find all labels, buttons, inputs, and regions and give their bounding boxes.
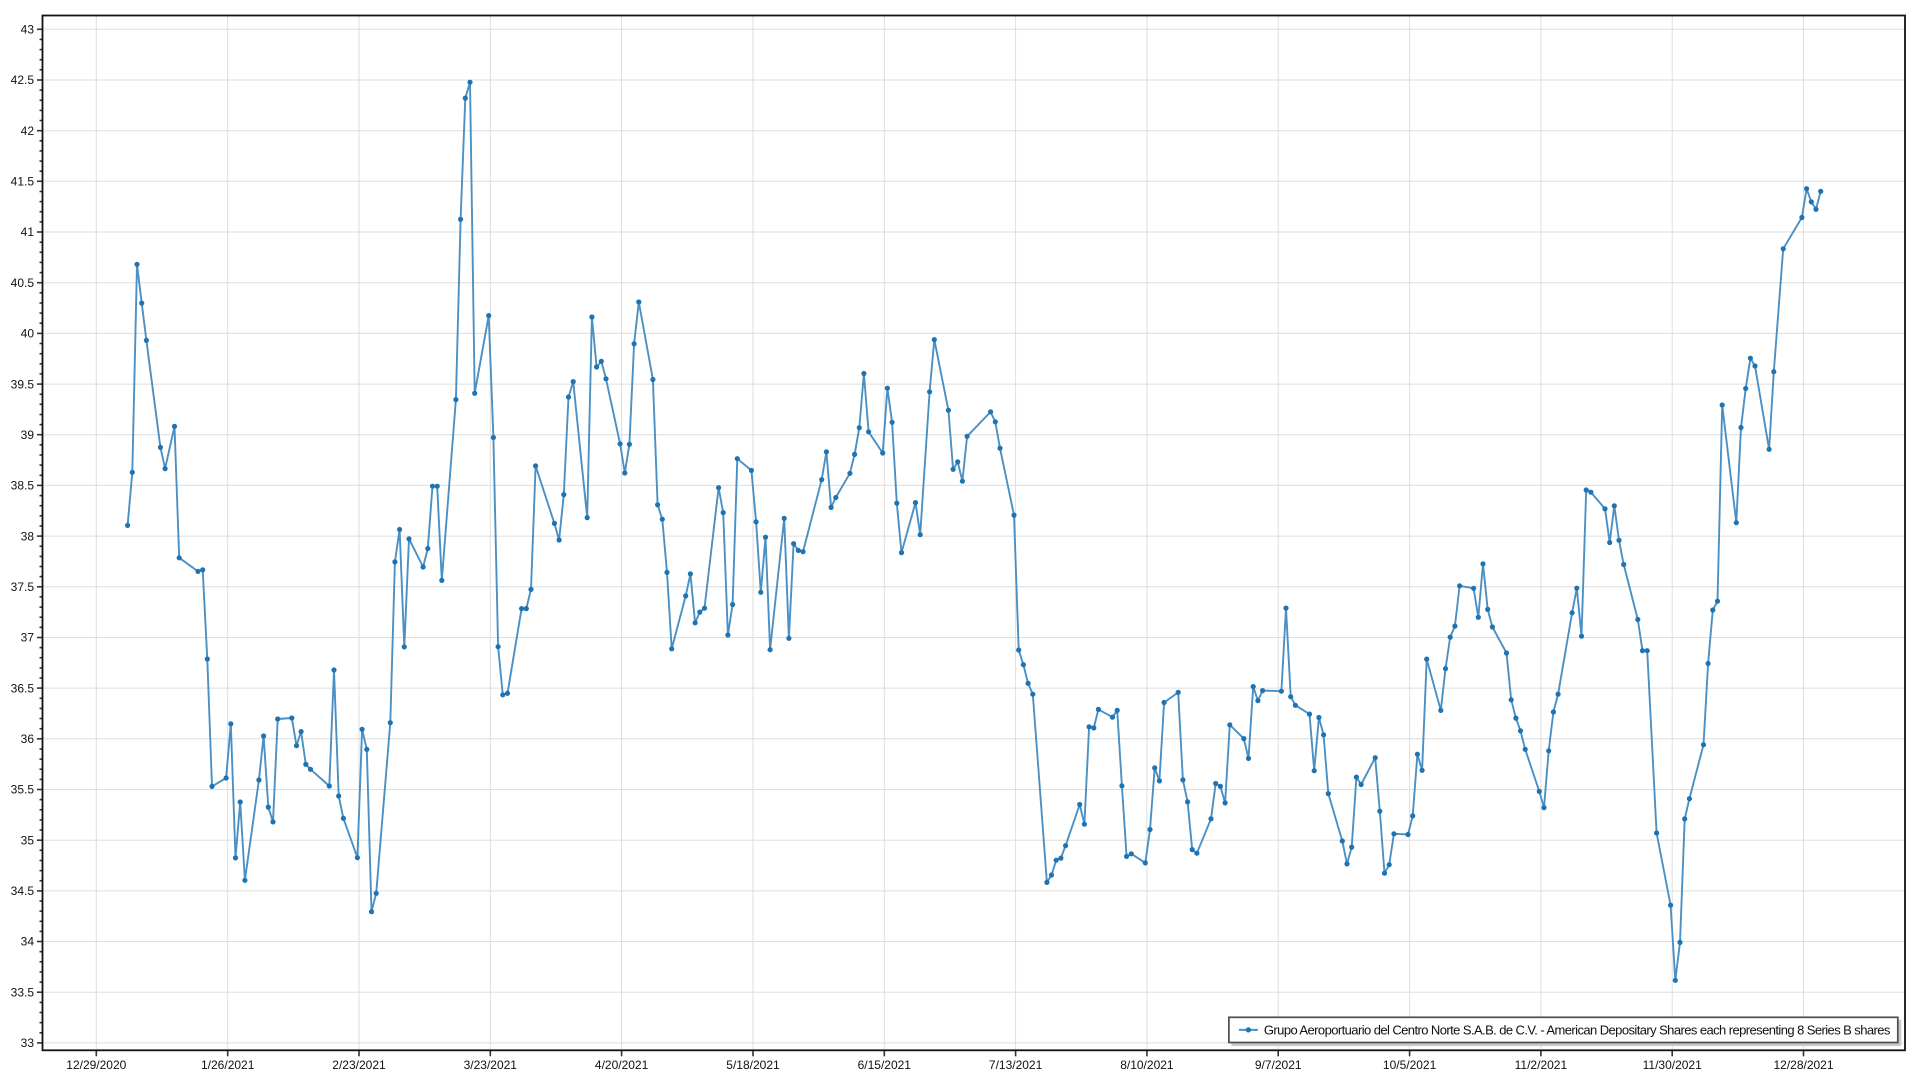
svg-text:39: 39 bbox=[21, 428, 35, 442]
svg-text:5/18/2021: 5/18/2021 bbox=[726, 1058, 780, 1072]
svg-text:34: 34 bbox=[21, 935, 35, 949]
svg-text:6/15/2021: 6/15/2021 bbox=[858, 1058, 912, 1072]
svg-text:42.5: 42.5 bbox=[11, 73, 35, 87]
svg-text:36.5: 36.5 bbox=[11, 681, 35, 695]
svg-text:7/13/2021: 7/13/2021 bbox=[989, 1058, 1043, 1072]
svg-text:34.5: 34.5 bbox=[11, 884, 35, 898]
svg-text:33.5: 33.5 bbox=[11, 985, 35, 999]
svg-text:41: 41 bbox=[21, 225, 35, 239]
svg-text:11/30/2021: 11/30/2021 bbox=[1643, 1058, 1702, 1072]
svg-text:10/5/2021: 10/5/2021 bbox=[1383, 1058, 1437, 1072]
svg-text:12/28/2021: 12/28/2021 bbox=[1773, 1058, 1833, 1072]
svg-text:11/2/2021: 11/2/2021 bbox=[1515, 1058, 1568, 1072]
svg-text:2/23/2021: 2/23/2021 bbox=[332, 1058, 386, 1072]
svg-text:35: 35 bbox=[21, 833, 35, 847]
svg-text:40: 40 bbox=[21, 327, 35, 341]
svg-text:35.5: 35.5 bbox=[11, 783, 35, 797]
svg-text:36: 36 bbox=[21, 732, 35, 746]
svg-text:42: 42 bbox=[21, 124, 35, 138]
svg-text:41.5: 41.5 bbox=[11, 175, 35, 189]
svg-text:9/7/2021: 9/7/2021 bbox=[1255, 1058, 1302, 1072]
svg-text:Grupo Aeroportuario del Centro: Grupo Aeroportuario del Centro Norte S.A… bbox=[1264, 1022, 1891, 1037]
svg-text:43: 43 bbox=[21, 23, 35, 37]
svg-text:38: 38 bbox=[21, 529, 35, 543]
svg-text:12/29/2020: 12/29/2020 bbox=[66, 1058, 126, 1072]
svg-text:38.5: 38.5 bbox=[11, 479, 35, 493]
svg-text:3/23/2021: 3/23/2021 bbox=[464, 1058, 518, 1072]
svg-text:8/10/2021: 8/10/2021 bbox=[1120, 1058, 1174, 1072]
svg-text:1/26/2021: 1/26/2021 bbox=[201, 1058, 255, 1072]
svg-text:4/20/2021: 4/20/2021 bbox=[595, 1058, 649, 1072]
svg-text:33: 33 bbox=[21, 1036, 35, 1050]
svg-text:37: 37 bbox=[21, 631, 35, 645]
svg-text:39.5: 39.5 bbox=[11, 377, 35, 391]
svg-text:40.5: 40.5 bbox=[11, 276, 35, 290]
svg-text:37.5: 37.5 bbox=[11, 580, 35, 594]
